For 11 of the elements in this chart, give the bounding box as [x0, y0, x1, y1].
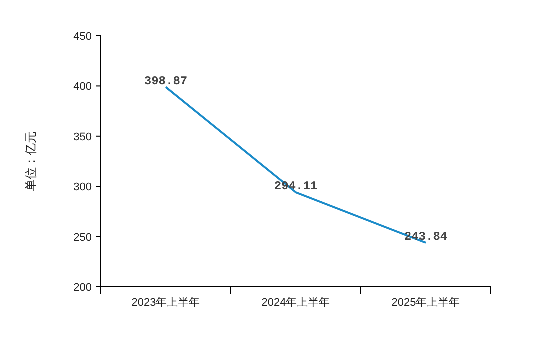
- y-tick-label: 400: [74, 81, 92, 94]
- y-tick-label: 200: [74, 282, 92, 294]
- y-tick-label: 450: [74, 31, 92, 43]
- data-label: 398.87: [144, 74, 188, 88]
- x-tick-label: 2025年上半年: [392, 296, 460, 309]
- y-tick-label: 350: [74, 131, 92, 144]
- y-tick-label: 250: [74, 232, 92, 244]
- x-tick-label: 2024年上半年: [262, 296, 330, 309]
- y-axis-title: 单位：亿元: [24, 132, 38, 192]
- x-tick-label: 2023年上半年: [132, 296, 200, 309]
- y-tick-label: 300: [74, 182, 92, 194]
